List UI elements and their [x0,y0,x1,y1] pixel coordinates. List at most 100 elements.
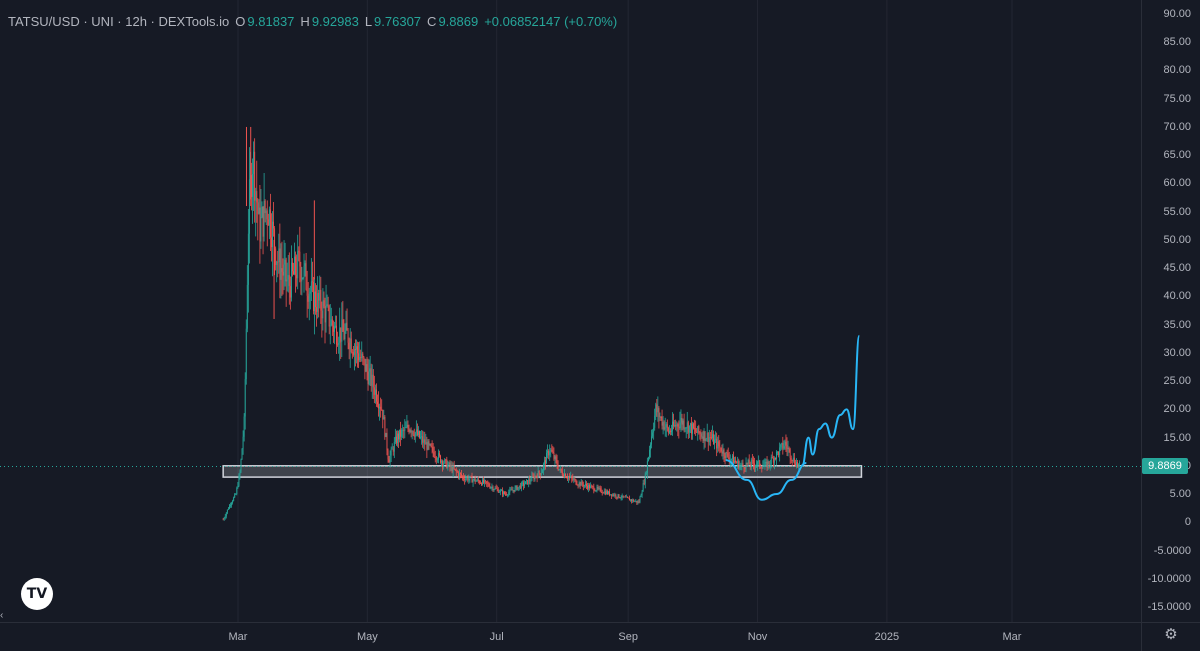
candle-body [739,465,741,469]
candle-body [728,457,730,461]
candle-body [775,458,776,459]
candle-body [388,459,390,463]
candle-body [314,291,315,312]
candle-body [741,463,743,465]
y-tick-label: 60.00 [1163,177,1191,190]
candle-body [703,431,705,441]
candle-body [736,462,738,464]
candle-body [540,473,542,476]
candle-body [740,464,742,466]
candle-body [661,416,663,426]
candle-body [550,449,552,452]
candle-body [731,455,733,459]
candle-body [632,499,634,501]
candle-body [763,465,765,467]
y-tick-label: 90.00 [1163,8,1191,20]
candle-body [389,455,391,463]
candle-body [279,248,281,280]
candle-body [551,449,553,452]
candle-body [519,485,521,489]
candle-body [532,475,534,477]
candle-body [544,460,545,465]
candle-body [715,438,717,440]
chart-area[interactable]: TATSU/USD · UNI · 12h · DEXTools.io O 9.8… [0,0,1141,622]
candle-body [744,468,746,470]
candle-body [457,472,459,477]
price-chart[interactable] [0,0,1141,622]
time-axis[interactable]: Mar May Jul Sep Nov 2025 Mar [0,622,1141,651]
candle-body [264,200,266,214]
candle-body [668,430,670,433]
candle-body [729,459,731,461]
symbol-title[interactable]: TATSU/USD · UNI · 12h · DEXTools.io [8,14,230,29]
candle-body [683,420,685,429]
candle-body [317,292,319,312]
candle-body [328,305,330,327]
candle-body [465,478,467,481]
candle-body [290,262,292,298]
candle-body [222,519,224,521]
candle-body [635,500,637,502]
y-tick-label: 80.00 [1163,64,1191,77]
x-tick-label: May [356,631,378,643]
y-tick-label: 70.00 [1163,120,1191,133]
candle-body [284,259,286,265]
candle-body [342,319,344,332]
candle-body [313,282,314,312]
candle-body [555,456,557,460]
candle-body [599,488,601,489]
candle-body [769,463,771,465]
candle-body [424,439,426,445]
open-value: 9.81837 [247,14,295,29]
candle-body [347,330,349,343]
candle-body [278,248,280,262]
candle-body [704,431,706,441]
candle-body [335,325,336,327]
candle-body [671,430,672,432]
chevron-left-icon[interactable]: ‹ [0,610,4,621]
candle-body [714,439,716,445]
candle-body [338,342,340,345]
candle-body [717,441,719,449]
candle-body [320,289,322,311]
candle-body [576,484,578,486]
candle-body [296,274,298,279]
y-tick-label: 50.00 [1163,233,1191,246]
candle-body [553,452,555,459]
y-tick-label: 65.00 [1163,149,1191,162]
candle-body [618,494,620,498]
candle-body [442,461,444,466]
tradingview-logo-icon[interactable]: TV [21,578,53,610]
candle-body [568,476,570,479]
candle-body [560,468,562,472]
candle-body [399,429,401,440]
x-tick-label: Mar [1002,631,1022,643]
candle-body [423,439,425,443]
candle-body [419,431,420,438]
candle-body [308,293,310,302]
candle-body [301,278,303,282]
candle-body [672,421,674,431]
candle-body [322,300,324,319]
candle-body [298,251,300,253]
candle-body [336,325,338,345]
gear-icon[interactable]: ⚙ [1164,626,1178,643]
candle-body [444,459,446,464]
candle-body [743,465,745,469]
candle-body [369,368,371,372]
candle-body [667,427,669,433]
candle-body [251,175,252,197]
candle-body [504,491,506,494]
price-axis[interactable]: 90.00 85.00 80.00 75.00 70.00 65.00 60.00 55.00… [1141,0,1200,622]
candle-body [662,422,664,426]
candle-body [414,432,416,437]
candle-body [477,479,479,481]
y-tick-label: 45.00 [1163,262,1191,275]
candle-body [490,487,492,489]
candle-body [541,470,543,474]
candle-body [311,281,313,283]
candle-body [230,505,231,507]
candle-body [315,291,317,308]
candle-body [682,420,684,425]
candle-body [737,460,739,464]
